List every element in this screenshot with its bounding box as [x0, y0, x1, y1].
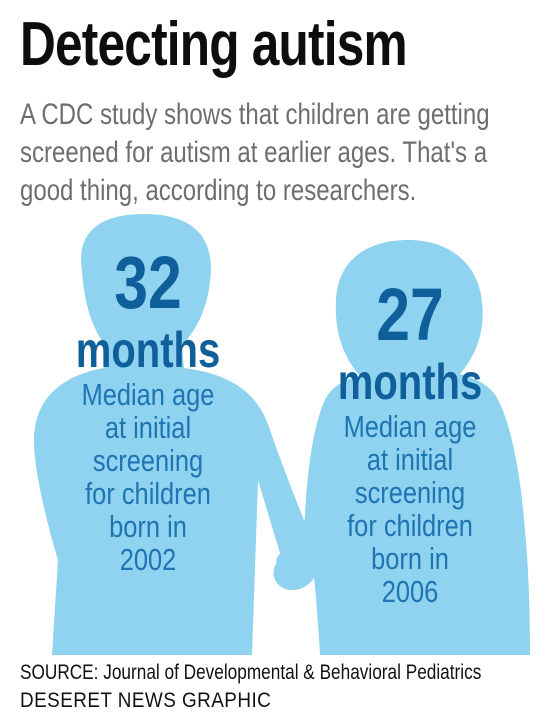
subtitle-line-2: screened for autism at earlier ages. Tha…	[20, 136, 488, 169]
boy-silhouette	[34, 214, 317, 655]
source-note: SOURCE: Journal of Developmental & Behav…	[20, 661, 482, 684]
stat-2002: 32 months Median age at initial screenin…	[42, 241, 254, 577]
stat-unit-2002: months	[75, 322, 221, 378]
stat-description-2006: Median age at initial screening for chil…	[343, 409, 477, 609]
girl-silhouette	[273, 240, 530, 655]
stat-2006: 27 months Median age at initial screenin…	[304, 273, 516, 609]
stat-unit-2006: months	[337, 354, 483, 410]
clasped-hands	[276, 547, 316, 582]
stat-value-2002: 32	[114, 241, 182, 324]
subtitle-line-3: good thing, according to researchers.	[20, 174, 417, 207]
subtitle: A CDC study shows that children are gett…	[20, 96, 532, 210]
stat-description-2002: Median age at initial screening for chil…	[81, 377, 215, 577]
graphic-credit: DESERET NEWS GRAPHIC	[20, 689, 272, 712]
page-title: Detecting autism	[20, 10, 408, 79]
stat-value-2006: 27	[376, 273, 444, 356]
subtitle-line-1: A CDC study shows that children are gett…	[20, 98, 490, 131]
